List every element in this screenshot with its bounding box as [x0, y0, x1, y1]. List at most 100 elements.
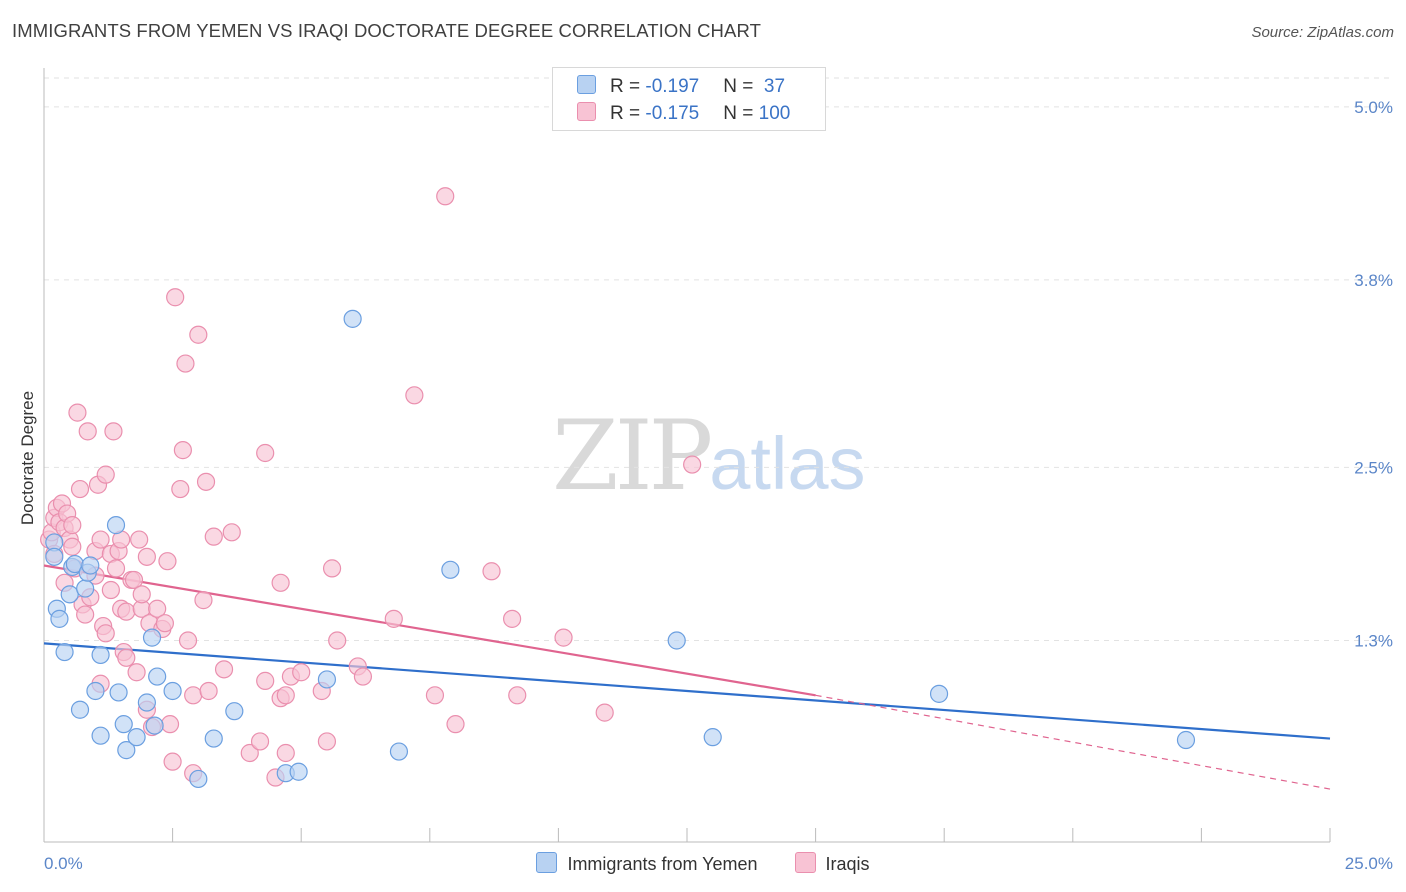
iraqi-point: [271, 573, 290, 592]
trend-line-solid-1: [43, 564, 816, 697]
legend-r-value: -0.175: [645, 103, 700, 124]
watermark-zip: ZIP: [552, 400, 713, 512]
legend-row-iraqi: R = -0.175 N = 100: [577, 102, 790, 126]
iraqi-point: [78, 422, 97, 441]
iraqi-point: [96, 465, 115, 484]
iraqi-point: [148, 599, 167, 618]
iraqi-point: [70, 479, 90, 499]
iraqi-point: [317, 732, 337, 751]
watermark-atlas: atlas: [709, 422, 866, 505]
iraqi-point: [117, 602, 136, 621]
iraqi-point: [196, 472, 216, 491]
yemen-point: [91, 645, 110, 665]
iraqi-point: [173, 441, 192, 460]
iraqi-point: [124, 570, 144, 590]
yemen-point: [45, 547, 64, 566]
iraqi-point: [178, 631, 198, 650]
iraqi-legend-swatch: [794, 852, 816, 873]
iraqi-point: [91, 530, 110, 549]
iraqi-point: [184, 686, 203, 705]
iraqi-legend-label: Iraqis: [825, 854, 870, 874]
iraqi-point: [176, 354, 195, 373]
legend-n-value: 100: [758, 103, 791, 124]
yemen-point: [163, 681, 182, 701]
iraqi-point: [117, 648, 136, 667]
yemen-swatch: [577, 75, 596, 94]
legend-n-value: 37: [758, 76, 786, 97]
chart-title: IMMIGRANTS FROM YEMEN VS IRAQI DOCTORATE…: [12, 20, 761, 41]
yemen-point: [225, 702, 244, 721]
iraqi-point: [405, 386, 424, 405]
yemen-point: [389, 742, 409, 761]
legend-n-label: N =: [723, 103, 759, 124]
iraqi-point: [425, 686, 445, 705]
yemen-point: [142, 628, 162, 647]
iraqi-point: [101, 580, 120, 600]
yemen-point: [50, 609, 69, 628]
series-legend: Immigrants from Yemen Iraqis: [0, 852, 1406, 875]
iraqi-point: [446, 715, 465, 734]
iraqi-point: [96, 624, 115, 643]
iraqi-point: [204, 527, 223, 546]
iraqi-point: [554, 628, 573, 647]
iraqi-point: [214, 660, 234, 679]
yemen-legend-swatch: [536, 852, 558, 873]
yemen-point: [441, 560, 460, 579]
yemen-point: [189, 769, 208, 789]
iraqi-point: [595, 703, 614, 722]
yemen-point: [137, 693, 156, 712]
yemen-point: [81, 556, 100, 575]
yemen-point: [145, 716, 164, 735]
iraqi-point: [163, 752, 182, 771]
y-axis-label: Doctorate Degree: [18, 391, 37, 525]
yemen-point: [317, 670, 337, 689]
iraqi-point: [328, 631, 347, 650]
watermark: ZIPatlas: [552, 400, 866, 512]
iraqi-swatch: [577, 102, 596, 121]
x-tick-label: 25.0%: [1345, 854, 1393, 873]
yemen-point: [1176, 730, 1196, 750]
iraqi-point: [384, 609, 403, 628]
yemen-point: [703, 728, 722, 747]
iraqi-point: [256, 443, 275, 463]
legend-item-iraqis[interactable]: Iraqis: [794, 852, 870, 875]
iraqi-point: [160, 715, 180, 734]
trend-line-dashed-1: [815, 694, 1331, 790]
source-label: Source: ZipAtlas.com: [1251, 24, 1394, 41]
grid-lines: [44, 77, 1390, 641]
iraqi-point: [130, 530, 149, 549]
y-tick-label: 5.0%: [1354, 98, 1393, 117]
yemen-point: [929, 684, 949, 703]
legend-item-yemen[interactable]: Immigrants from Yemen: [536, 852, 758, 875]
iraqi-point: [683, 455, 702, 474]
iraqi-point: [276, 686, 295, 705]
yemen-point: [667, 631, 686, 650]
legend-r-label: R =: [610, 103, 646, 124]
yemen-point: [127, 728, 146, 747]
correlation-legend: R = -0.197 N = 37 R = -0.175 N = 100: [552, 67, 826, 131]
iraqi-point: [63, 516, 82, 535]
legend-n-label: N =: [723, 76, 759, 97]
yemen-point: [55, 642, 74, 662]
iraqi-point: [127, 663, 146, 682]
iraqi-point: [63, 537, 82, 556]
yemen-point: [343, 309, 362, 328]
iraqi-point: [353, 667, 373, 686]
iraqi-point: [256, 671, 275, 690]
yemen-legend-label: Immigrants from Yemen: [567, 854, 758, 874]
iraqi-point: [132, 585, 151, 604]
legend-r-label: R =: [610, 76, 646, 97]
trend-lines: [43, 564, 1331, 790]
yemen-point: [117, 741, 136, 760]
yemen-point: [148, 667, 167, 686]
iraqi-point: [68, 403, 87, 422]
legend-r-value: -0.197: [645, 76, 700, 97]
yemen-point: [76, 579, 95, 598]
iraqi-point: [240, 743, 259, 763]
y-tick-label: 3.8%: [1354, 271, 1393, 290]
iraqi-point: [292, 663, 311, 682]
yemen-point: [70, 700, 90, 719]
iraqi-point: [222, 523, 241, 542]
yemen-point: [106, 516, 126, 535]
